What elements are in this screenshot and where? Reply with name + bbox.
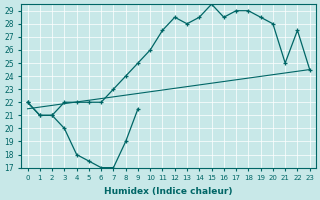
- X-axis label: Humidex (Indice chaleur): Humidex (Indice chaleur): [104, 187, 233, 196]
